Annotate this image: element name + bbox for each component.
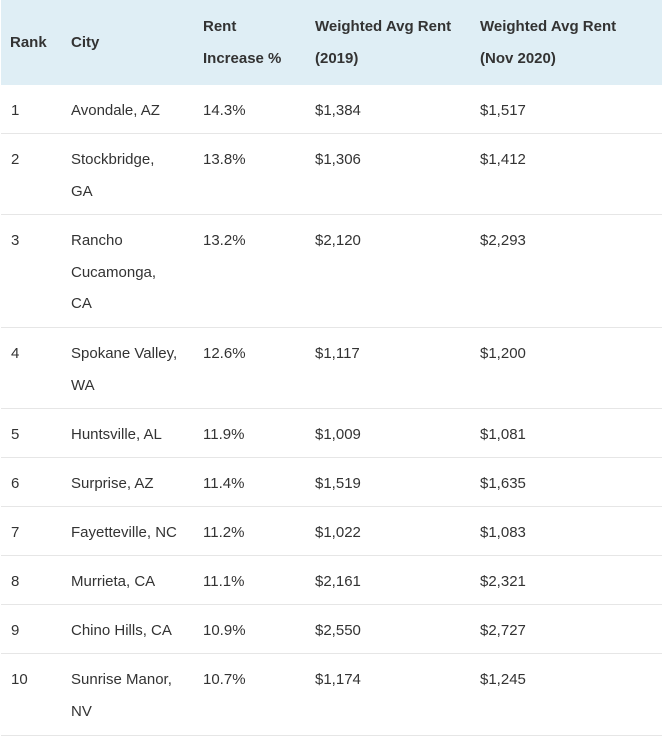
header-rent-2019-line2: (2019) bbox=[315, 50, 359, 67]
cell-rent-2020: $2,293 bbox=[480, 232, 526, 249]
table-row: 6 Surprise, AZ 11.4% $1,519 $1,635 bbox=[1, 458, 662, 507]
cell-city: Rancho Cucamonga, CA bbox=[71, 232, 157, 312]
cell-city: Spokane Valley, WA bbox=[71, 345, 178, 394]
cell-increase: 14.3% bbox=[203, 102, 246, 119]
cell-rent-2019: $1,306 bbox=[315, 151, 361, 168]
cell-rent-2019: $2,120 bbox=[315, 232, 361, 249]
cell-rent-2019: $2,161 bbox=[315, 573, 361, 590]
table-header-row: Rank City Rent Increase % Weighted Avg R… bbox=[1, 0, 662, 86]
header-increase-line2: Increase % bbox=[203, 50, 282, 67]
cell-city: Huntsville, AL bbox=[71, 426, 162, 443]
cell-rent-2019: $1,384 bbox=[315, 102, 361, 119]
cell-rent-2020: $1,083 bbox=[480, 524, 526, 541]
header-increase-line1: Rent bbox=[203, 18, 237, 35]
table-row: 10 Sunrise Manor, NV 10.7% $1,174 $1,245 bbox=[1, 654, 662, 734]
cell-rent-2020: $1,081 bbox=[480, 426, 526, 443]
cell-rent-2020: $2,727 bbox=[480, 622, 526, 639]
table-row: 5 Huntsville, AL 11.9% $1,009 $1,081 bbox=[1, 409, 662, 458]
table-row: 7 Fayetteville, NC 11.2% $1,022 $1,083 bbox=[1, 507, 662, 556]
cell-increase: 13.8% bbox=[203, 151, 246, 168]
cell-rent-2019: $1,519 bbox=[315, 475, 361, 492]
cell-rent-2020: $1,517 bbox=[480, 102, 526, 119]
cell-rank: 9 bbox=[11, 622, 20, 639]
cell-rank: 3 bbox=[11, 232, 20, 249]
cell-rank: 10 bbox=[11, 671, 28, 688]
cell-increase: 13.2% bbox=[203, 232, 246, 249]
cell-city: Murrieta, CA bbox=[71, 573, 156, 590]
cell-rent-2020: $1,245 bbox=[480, 671, 526, 688]
table-row: 3 Rancho Cucamonga, CA 13.2% $2,120 $2,2… bbox=[1, 215, 662, 328]
cell-rent-2019: $1,174 bbox=[315, 671, 361, 688]
cell-city: Fayetteville, NC bbox=[71, 524, 177, 541]
cell-rank: 7 bbox=[11, 524, 20, 541]
cell-city: Stockbridge, GA bbox=[71, 151, 155, 200]
cell-rent-2019: $1,022 bbox=[315, 524, 361, 541]
cell-rent-2019: $1,009 bbox=[315, 426, 361, 443]
table-row: 2 Stockbridge, GA 13.8% $1,306 $1,412 bbox=[1, 134, 662, 215]
cell-rank: 5 bbox=[11, 426, 20, 443]
cell-increase: 10.9% bbox=[203, 622, 246, 639]
cell-rank: 1 bbox=[11, 102, 20, 119]
cell-increase: 11.2% bbox=[203, 524, 245, 541]
cell-rank: 2 bbox=[11, 151, 20, 168]
table-row: 4 Spokane Valley, WA 12.6% $1,117 $1,200 bbox=[1, 328, 662, 409]
cell-city: Surprise, AZ bbox=[71, 475, 154, 492]
cell-increase: 11.4% bbox=[203, 475, 245, 492]
header-rent-2020-line1: Weighted Avg Rent bbox=[480, 18, 617, 35]
cell-increase: 11.1% bbox=[203, 573, 245, 590]
header-city: City bbox=[71, 34, 100, 51]
cell-rent-2019: $1,117 bbox=[315, 345, 360, 362]
cell-city: Sunrise Manor, NV bbox=[71, 671, 172, 720]
cell-city: Avondale, AZ bbox=[71, 102, 160, 119]
cell-rent-2020: $1,635 bbox=[480, 475, 526, 492]
cell-increase: 10.7% bbox=[203, 671, 246, 688]
cell-rank: 4 bbox=[11, 345, 20, 362]
header-rent-2019-line1: Weighted Avg Rent bbox=[315, 18, 452, 35]
cell-rank: 8 bbox=[11, 573, 20, 590]
table-row: 1 Avondale, AZ 14.3% $1,384 $1,517 bbox=[1, 85, 662, 134]
header-rank: Rank bbox=[10, 34, 47, 51]
table-row: 9 Chino Hills, CA 10.9% $2,550 $2,727 bbox=[1, 605, 662, 654]
cell-rent-2020: $1,412 bbox=[480, 151, 526, 168]
cell-increase: 11.9% bbox=[203, 426, 245, 443]
cell-rent-2019: $2,550 bbox=[315, 622, 361, 639]
cell-rank: 6 bbox=[11, 475, 20, 492]
cell-rent-2020: $1,200 bbox=[480, 345, 526, 362]
cell-increase: 12.6% bbox=[203, 345, 246, 362]
header-rent-2020-line2: (Nov 2020) bbox=[480, 50, 556, 67]
table-row: 8 Murrieta, CA 11.1% $2,161 $2,321 bbox=[1, 556, 662, 605]
cell-city: Chino Hills, CA bbox=[71, 622, 172, 639]
cell-rent-2020: $2,321 bbox=[480, 573, 526, 590]
